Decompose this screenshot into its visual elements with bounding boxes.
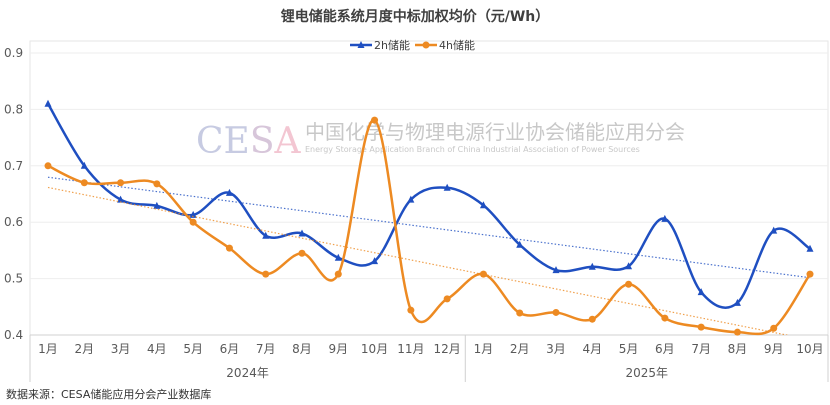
data-point [80,179,88,187]
data-point [407,306,415,314]
data-source-note: 数据来源：CESA储能应用分会产业数据库 [6,388,212,401]
data-point [153,201,161,209]
data-point [770,324,778,332]
watermark-name-cn: 中国化学与物理电源行业协会储能应用分会 [305,120,685,144]
y-tick-label: 0.7 [4,159,23,173]
data-point [117,179,125,187]
data-point [44,162,52,170]
x-tick-label: 7月 [691,342,711,356]
x-tick-label: 4月 [147,342,167,356]
legend-label: 4h储能 [439,38,475,52]
data-point [770,226,778,234]
x-group-label: 2024年 [226,366,269,380]
data-point [443,183,451,191]
data-point [298,229,306,237]
x-tick-label: 5月 [619,342,639,356]
data-point [225,188,233,196]
data-point [117,195,125,203]
data-point [733,328,741,336]
legend-marker [422,41,430,49]
data-point [806,244,814,252]
data-point [334,270,342,278]
x-tick-label: 2月 [510,342,530,356]
data-point [552,266,560,274]
data-point [552,308,560,316]
x-tick-label: 4月 [582,342,602,356]
data-point [697,288,705,296]
x-tick-label: 7月 [256,342,276,356]
data-point [588,262,596,270]
data-point [189,210,197,218]
data-point [443,295,451,303]
data-point [298,249,306,257]
y-tick-label: 0.4 [4,328,23,342]
x-tick-label: 9月 [764,342,784,356]
data-point [262,231,270,239]
y-tick-label: 0.5 [4,272,23,286]
x-tick-label: 8月 [728,342,748,356]
legend-label: 2h储能 [374,38,410,52]
data-point [479,201,487,209]
data-point [806,270,814,278]
data-point [625,262,633,270]
x-tick-label: 11月 [397,342,424,356]
data-point [262,270,270,278]
trendline-1 [47,176,811,279]
data-point [588,315,596,323]
x-tick-label: 6月 [655,342,675,356]
x-tick-label: 3月 [111,342,131,356]
watermark-logo: CESA [196,121,302,162]
y-tick-label: 0.6 [4,215,23,229]
data-point [479,270,487,278]
data-point [697,323,705,331]
data-point [733,298,741,306]
x-tick-label: 12月 [434,342,461,356]
y-tick-label: 0.9 [4,46,23,60]
x-tick-label: 1月 [38,342,58,356]
data-point [153,180,161,188]
x-tick-label: 8月 [292,342,312,356]
data-point [407,195,415,203]
x-group-label: 2025年 [625,366,668,380]
data-point [44,99,52,107]
data-point [625,280,633,288]
x-tick-label: 3月 [546,342,566,356]
data-point [661,214,669,222]
trendline-2 [47,186,790,335]
data-point [334,253,342,261]
series-line-1 [46,103,811,309]
x-tick-label: 2月 [74,342,94,356]
x-tick-label: 1月 [474,342,494,356]
data-point [189,218,197,226]
x-tick-label: 9月 [328,342,348,356]
data-point [371,116,379,124]
data-point [371,257,379,265]
data-point [516,240,524,248]
data-point [80,161,88,169]
data-point [661,314,669,322]
watermark-name-en: Energy Storage Application Branch of Chi… [305,145,640,154]
y-tick-label: 0.8 [4,102,23,116]
data-point [225,244,233,252]
x-tick-label: 6月 [220,342,240,356]
x-tick-label: 10月 [796,342,823,356]
x-tick-label: 10月 [361,342,388,356]
legend-marker [357,41,365,48]
x-tick-label: 5月 [183,342,203,356]
chart-title: 锂电储能系统月度中标加权均价（元/Wh） [280,9,550,25]
data-point [516,309,524,317]
